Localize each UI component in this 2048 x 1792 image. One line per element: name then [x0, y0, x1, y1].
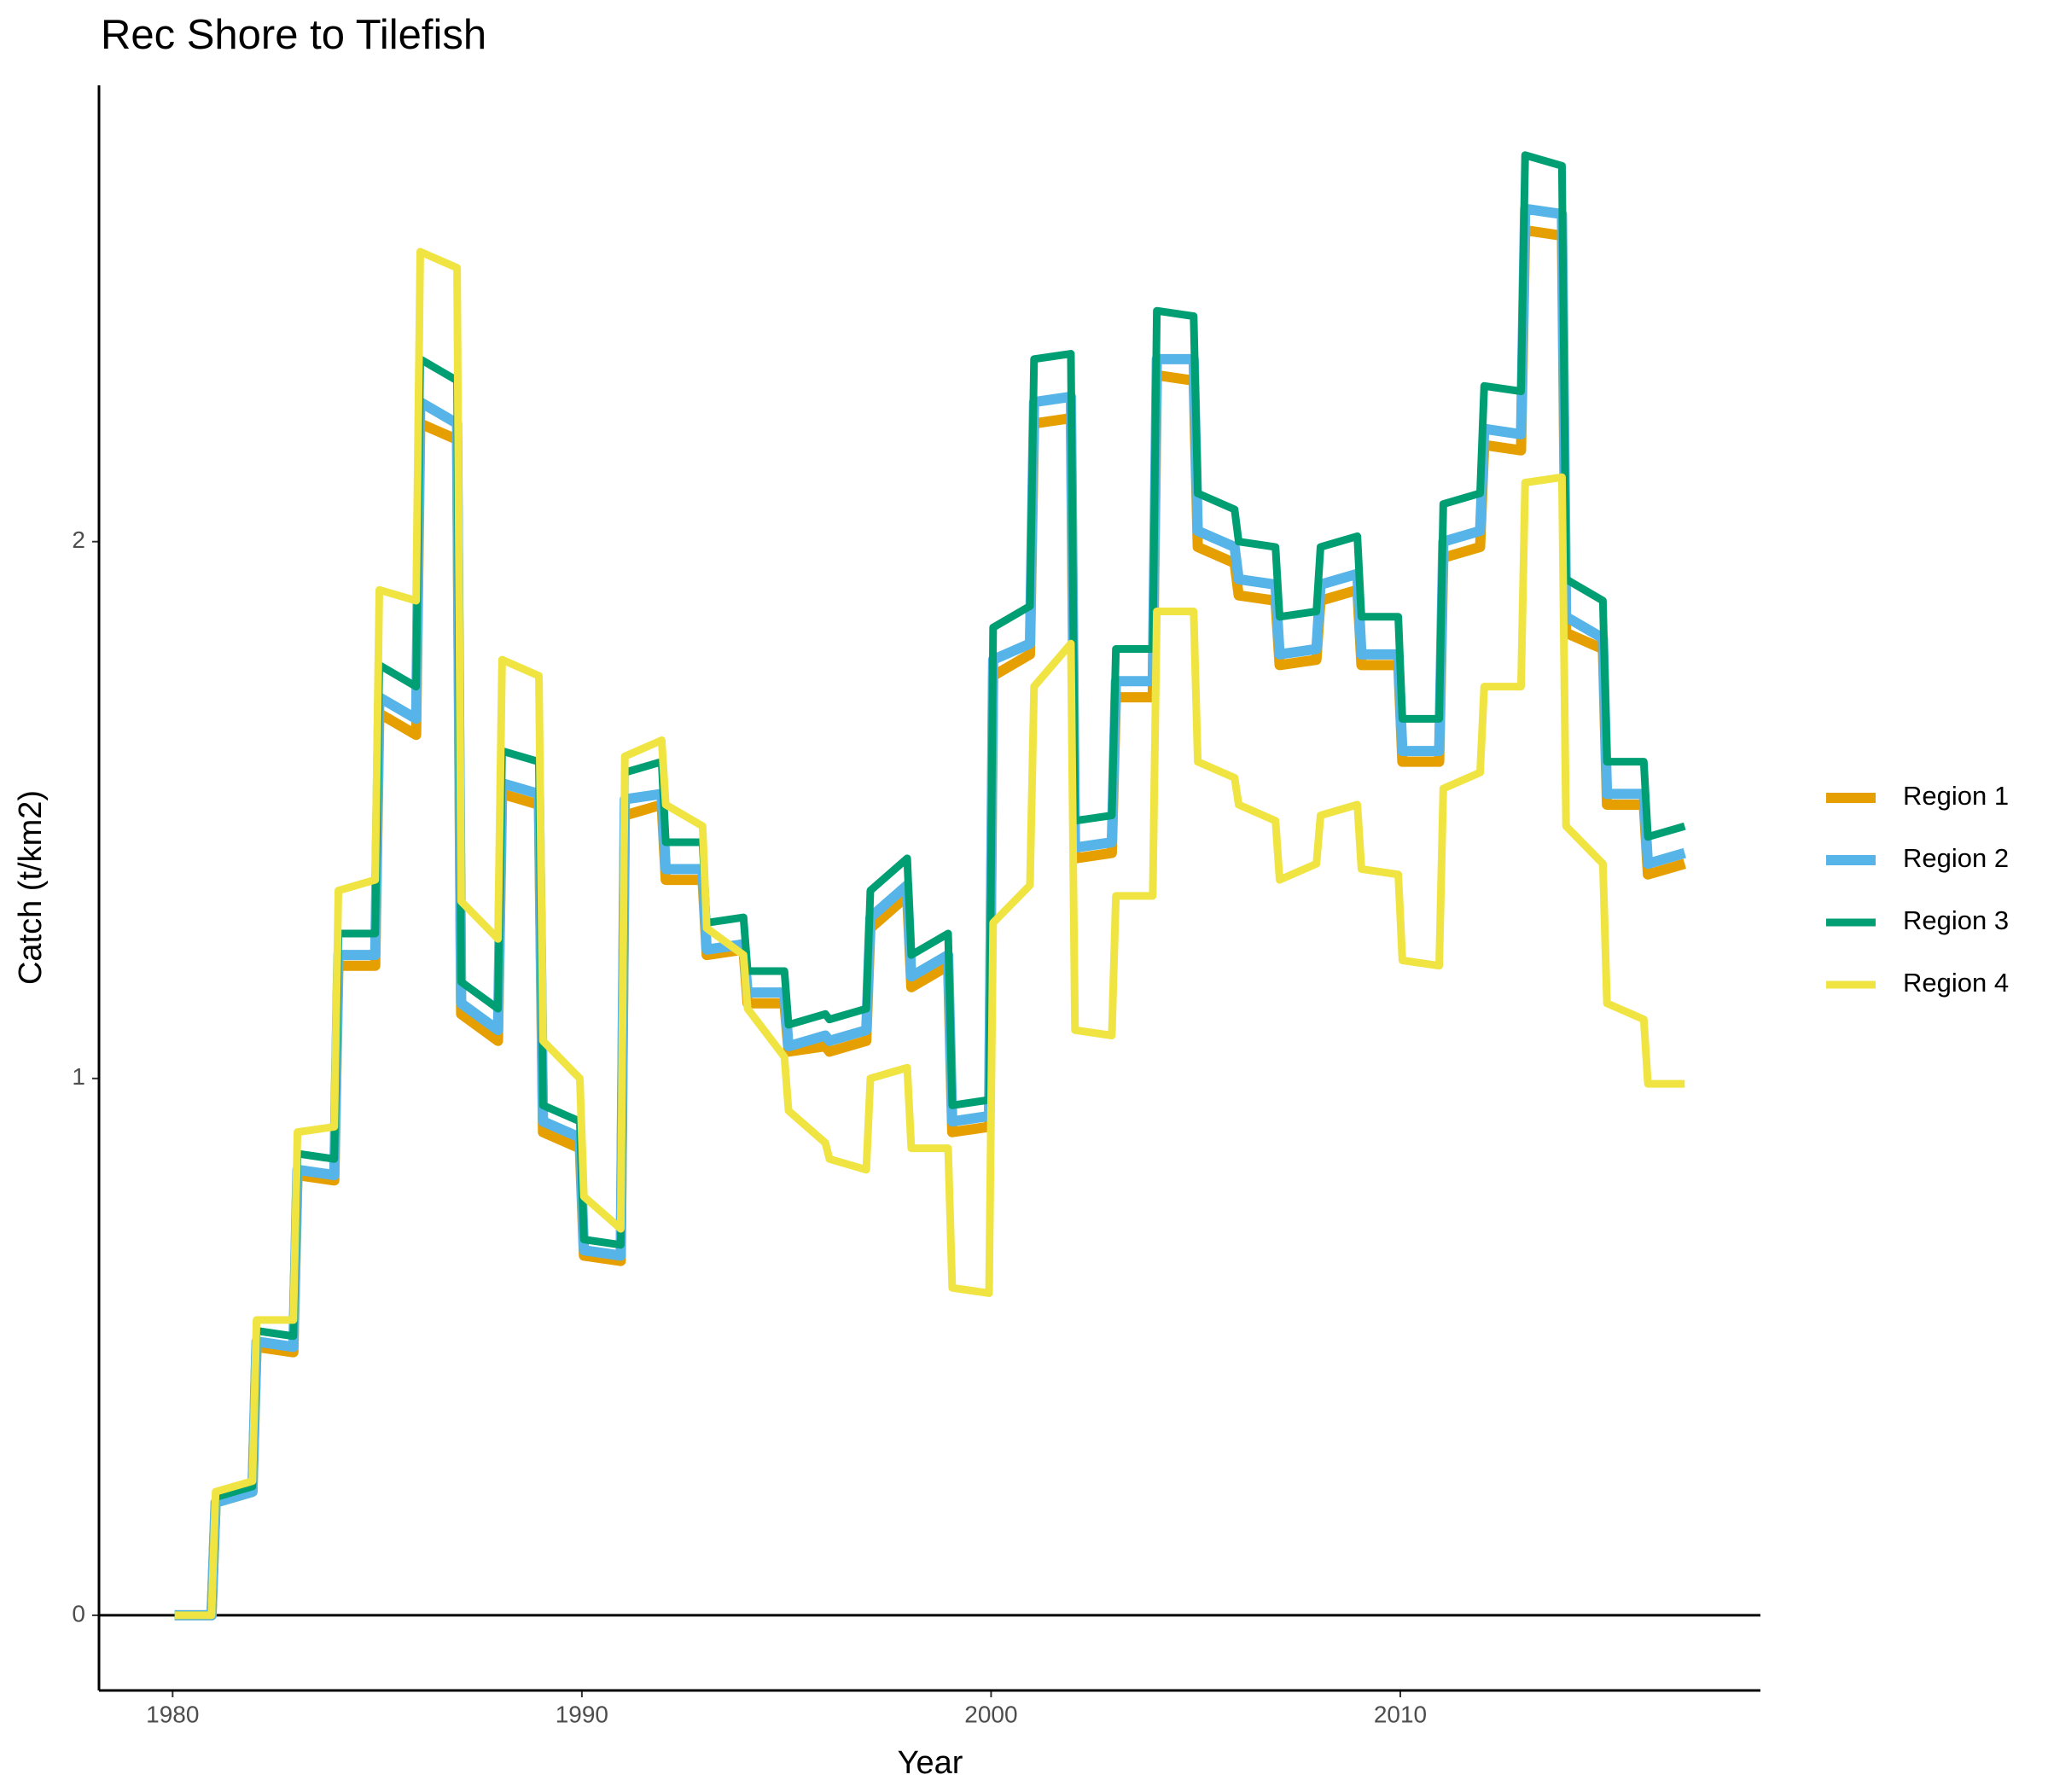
x-tick-label: 1990: [556, 1701, 608, 1727]
x-axis-label: Year: [898, 1745, 963, 1781]
series-line: [174, 247, 1685, 1620]
y-tick-label: 2: [72, 527, 85, 553]
chart-title: Rec Shore to Tilefish: [101, 12, 486, 58]
legend-label: Region 3: [1903, 905, 2009, 935]
legend-label: Region 1: [1903, 781, 2009, 811]
x-tick-label: 2010: [1374, 1701, 1427, 1727]
series-line: [174, 224, 1686, 1620]
x-tick-label: 2000: [964, 1701, 1017, 1727]
legend-label: Region 4: [1903, 968, 2009, 998]
y-tick-label: 0: [72, 1600, 85, 1626]
legend-label: Region 2: [1903, 843, 2009, 873]
y-tick-label: 1: [72, 1063, 85, 1090]
x-tick-label: 1980: [146, 1701, 199, 1727]
y-axis-label: Catch (t/km2): [13, 790, 49, 985]
series-line: [174, 151, 1686, 1620]
series-line: [174, 203, 1686, 1620]
